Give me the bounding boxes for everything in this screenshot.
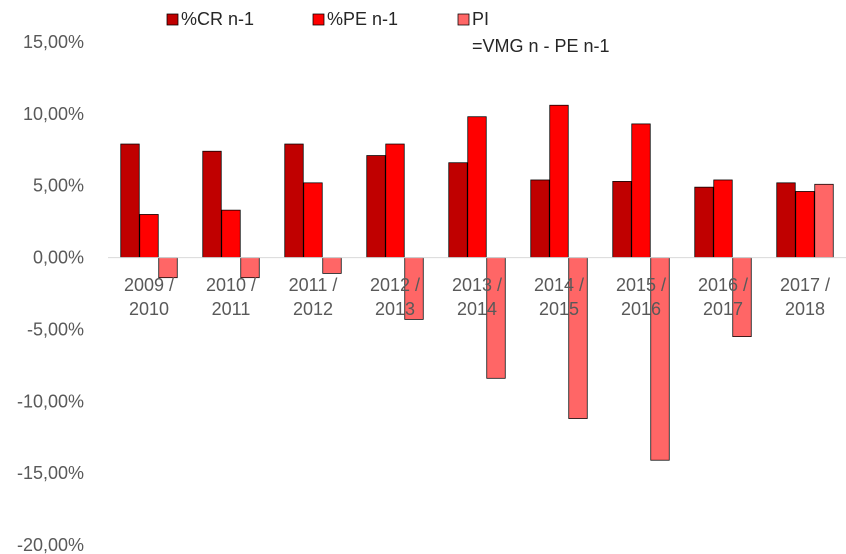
bar-pi-8: [814, 183, 834, 258]
bar--pe-n-1-2: [303, 182, 323, 258]
y-tick-label: 15,00%: [23, 32, 84, 52]
bar--cr-n-1-4: [448, 162, 468, 258]
legend-swatch: [312, 13, 325, 26]
category-label: 2014 /: [534, 275, 584, 295]
bar--pe-n-1-3: [385, 143, 405, 258]
bar--pe-n-1-1: [221, 209, 241, 258]
bar--cr-n-1-7: [694, 186, 714, 258]
legend-label: %PE n-1: [327, 9, 398, 29]
category-label: 2011: [212, 299, 251, 319]
category-label: 2014: [457, 299, 497, 319]
bar--pe-n-1-7: [713, 179, 733, 258]
y-tick-label: 10,00%: [23, 104, 84, 124]
bar--pe-n-1-5: [549, 104, 569, 258]
y-tick-label: 0,00%: [33, 248, 84, 268]
category-label: 2013 /: [452, 275, 502, 295]
category-label: 2015 /: [616, 275, 666, 295]
legend-label: PI: [472, 9, 489, 29]
category-label: 2015: [539, 299, 579, 319]
legend-swatch: [457, 13, 470, 26]
category-label: 2017 /: [780, 275, 830, 295]
y-axis-tick-labels: 15,00% 10,00% 5,00% 0,00% -5,00% -10,00% -15,0…: [17, 32, 84, 554]
bar--cr-n-1-2: [284, 143, 304, 258]
category-label: 2011 /: [289, 275, 338, 295]
bar--pe-n-1-8: [795, 191, 815, 258]
bar--pe-n-1-4: [467, 116, 487, 258]
legend-swatch: [166, 13, 179, 26]
legend-label: %CR n-1: [181, 9, 254, 29]
y-tick-label: -20,00%: [17, 535, 84, 554]
bar--cr-n-1-3: [366, 155, 386, 258]
bar--cr-n-1-0: [120, 143, 140, 258]
category-label: 2012: [293, 299, 333, 319]
bar--cr-n-1-5: [530, 179, 550, 258]
category-label: 2018: [785, 299, 825, 319]
y-tick-label: -15,00%: [17, 463, 84, 483]
bar-pi-7: [732, 257, 752, 337]
category-labels: 2009 / 2010 2010 / 2011 2011 / 2012 2012 / 2013…: [124, 275, 830, 319]
bar--pe-n-1-6: [631, 123, 651, 258]
bar--cr-n-1-8: [776, 182, 796, 258]
category-label: 2010 /: [206, 275, 256, 295]
bar--cr-n-1-6: [612, 181, 632, 258]
category-label: 2010: [129, 299, 169, 319]
category-label: 2012 /: [370, 275, 420, 295]
y-tick-label: -10,00%: [17, 391, 84, 411]
category-label: 2016: [621, 299, 661, 319]
category-label: 2009 /: [124, 275, 174, 295]
category-label: 2016 /: [698, 275, 748, 295]
bars: [120, 104, 834, 461]
category-label: 2017: [703, 299, 743, 319]
y-tick-label: -5,00%: [27, 319, 84, 339]
bar--pe-n-1-0: [139, 214, 159, 258]
category-label: 2013: [375, 299, 415, 319]
legend-label-line2: =VMG n - PE n-1: [472, 36, 610, 56]
legend: %CR n-1 %PE n-1 PI =VMG n - PE n-1: [166, 9, 610, 56]
y-tick-label: 5,00%: [33, 176, 84, 196]
bar-pi-2: [322, 257, 342, 274]
bar--cr-n-1-1: [202, 150, 222, 258]
